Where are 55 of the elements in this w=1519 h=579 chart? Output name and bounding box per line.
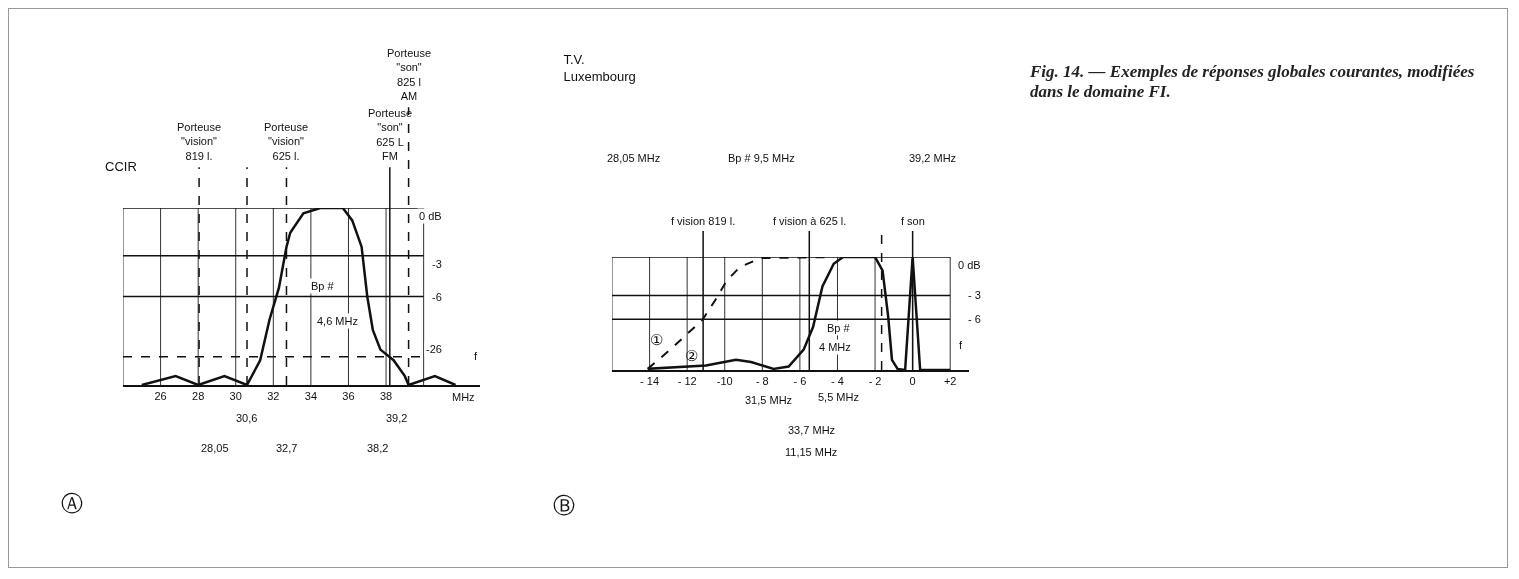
series-label: ①	[650, 331, 663, 348]
x-tick-label: 0	[909, 375, 916, 388]
ref-line-label: Porteuse "vision" 625 l.	[264, 121, 309, 162]
text: 33,7 MHz	[788, 424, 836, 436]
x-tick-label: 26	[154, 390, 167, 403]
text: 39,2	[386, 412, 408, 424]
text: 39,2 MHz	[909, 152, 957, 164]
annotation: -6	[432, 291, 442, 303]
x-tick-label: 38	[379, 390, 393, 403]
annotation: 0 dB	[958, 259, 981, 271]
x-tick-label: 34	[304, 390, 318, 403]
ref-line-label: f vision à 625 l.	[773, 215, 847, 227]
text: 5,5 MHz	[818, 391, 859, 403]
x-tick-label: +2	[943, 375, 957, 388]
ref-line-label: Porteuse "son" 625 L FM	[368, 107, 413, 162]
text: Ⓑ	[553, 493, 575, 518]
x-tick-label: -10	[716, 375, 733, 388]
x-tick-label: - 4	[831, 375, 844, 388]
annotation: - 3	[968, 289, 981, 301]
chart-title: CCIR	[105, 159, 137, 175]
ref-line-label: Porteuse "son" 825 l AM	[387, 47, 432, 102]
text: 31,5 MHz	[745, 394, 793, 406]
text: Ⓐ	[61, 491, 83, 516]
x-tick-label: - 8	[755, 375, 769, 388]
annotation: - 6	[968, 313, 981, 325]
annotation: 0 dB	[419, 210, 442, 222]
ref-line-label: f vision 819 l.	[671, 215, 736, 227]
text: Bp # 9,5 MHz	[728, 152, 795, 164]
annotation: -26	[426, 343, 442, 355]
x-tick-label: 32	[267, 390, 280, 403]
ref-line-label: Porteuse "vision" 819 l.	[177, 121, 222, 162]
x-tick-label: - 12	[677, 375, 697, 388]
x-tick-label: 30	[229, 390, 242, 403]
x-tick-label: - 6	[793, 375, 807, 388]
x-tick-label: - 2	[868, 375, 882, 388]
annotation: 4,6 MHz	[317, 315, 358, 327]
text: 11,15 MHz	[785, 446, 838, 458]
text: 30,6	[236, 412, 258, 424]
x-tick-label: - 14	[640, 375, 660, 388]
annotation: -3	[432, 258, 442, 270]
annotation: 4 MHz	[819, 341, 851, 353]
annotation: Bp #	[311, 280, 335, 292]
annotation: f	[959, 339, 963, 351]
text: Fig. 14. — Exemples de réponses globales courantes, modifiées dans le domaine FI.	[1030, 62, 1476, 102]
text: 32,7	[276, 442, 298, 454]
text: 28,05 MHz	[607, 152, 661, 164]
ref-line-label: f son	[901, 215, 925, 227]
x-tick-label: 36	[342, 390, 355, 403]
annotation: f	[474, 350, 478, 362]
x-axis-title: MHz	[452, 391, 475, 403]
text: 38,2	[367, 442, 389, 454]
annotation: Bp #	[827, 322, 851, 334]
x-tick-label: 28	[192, 390, 205, 403]
chart-title: T.V. Luxembourg	[563, 51, 636, 84]
text: 28,05	[201, 442, 229, 454]
